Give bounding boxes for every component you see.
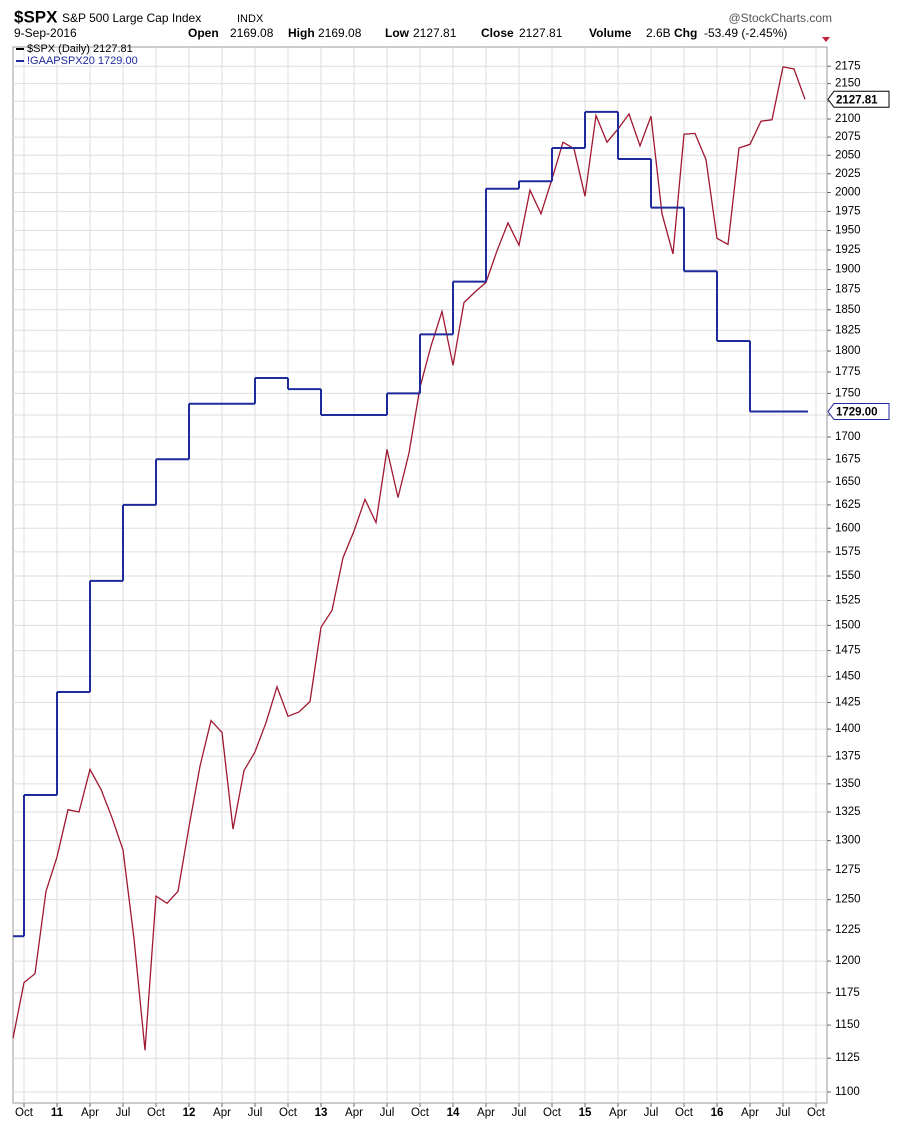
symbol: $SPX: [14, 7, 58, 26]
y-tick-label: 2000: [835, 186, 861, 198]
index-name: S&P 500 Large Cap Index: [62, 11, 201, 25]
x-tick-label: Apr: [81, 1107, 99, 1119]
last-value-label: 1729.00: [836, 407, 878, 419]
y-tick-label: 1825: [835, 324, 861, 336]
y-tick-label: 1700: [835, 431, 861, 443]
quote-label: Volume: [589, 26, 632, 40]
y-tick-label: 1550: [835, 570, 861, 582]
legend-label: $SPX (Daily) 2127.81: [27, 43, 133, 55]
y-tick-label: 1625: [835, 499, 861, 511]
x-tick-label: Apr: [609, 1107, 627, 1119]
x-tick-label: Apr: [477, 1107, 495, 1119]
y-tick-label: 1400: [835, 723, 861, 735]
legend-label: !GAAPSPX20 1729.00: [27, 55, 138, 67]
y-tick-label: 1650: [835, 476, 861, 488]
x-tick-label: Apr: [213, 1107, 231, 1119]
x-tick-label: 14: [447, 1107, 460, 1119]
x-tick-label: Jul: [248, 1107, 263, 1119]
x-tick-label: Jul: [116, 1107, 131, 1119]
quote-value: -53.49 (-2.45%): [704, 26, 787, 40]
y-tick-label: 1750: [835, 387, 861, 399]
y-tick-label: 2175: [835, 60, 861, 72]
y-tick-label: 1275: [835, 864, 861, 876]
brand: @StockCharts.com: [728, 11, 832, 25]
x-tick-label: 16: [711, 1107, 724, 1119]
y-tick-label: 1225: [835, 924, 861, 936]
y-tick-label: 1450: [835, 670, 861, 682]
x-tick-label: Oct: [15, 1107, 34, 1119]
y-tick-label: 1500: [835, 619, 861, 631]
x-tick-label: Oct: [147, 1107, 166, 1119]
last-value-tag: [827, 403, 890, 421]
y-tick-label: 1900: [835, 264, 861, 276]
quote-value: 2127.81: [413, 26, 457, 40]
y-tick-label: 1150: [835, 1019, 860, 1031]
x-tick-label: Jul: [644, 1107, 659, 1119]
y-tick-label: 1425: [835, 697, 861, 709]
x-tick-label: 15: [579, 1107, 592, 1119]
y-tick-label: 1125: [835, 1052, 860, 1064]
x-tick-label: Oct: [411, 1107, 430, 1119]
y-tick-label: 1475: [835, 645, 861, 657]
y-tick-label: 1250: [835, 894, 861, 906]
y-tick-label: 1525: [835, 594, 861, 606]
x-tick-label: 13: [315, 1107, 328, 1119]
down-arrow: [822, 37, 830, 42]
y-tick-label: 1675: [835, 453, 861, 465]
quote-label: Low: [385, 26, 410, 40]
y-tick-label: 1850: [835, 304, 861, 316]
x-tick-label: Apr: [345, 1107, 363, 1119]
y-tick-label: 1875: [835, 284, 861, 296]
y-tick-label: 1800: [835, 345, 861, 357]
quote-value: 2169.08: [318, 26, 362, 40]
x-tick-label: Jul: [380, 1107, 395, 1119]
y-tick-label: 1775: [835, 366, 861, 378]
y-tick-label: 1950: [835, 225, 861, 237]
quote-value: 2127.81: [519, 26, 563, 40]
y-tick-label: 1575: [835, 546, 861, 558]
x-tick-label: Apr: [741, 1107, 759, 1119]
x-tick-label: Oct: [675, 1107, 694, 1119]
y-tick-label: 1375: [835, 750, 861, 762]
y-tick-label: 1200: [835, 955, 861, 967]
y-tick-label: 1600: [835, 522, 861, 534]
quote-label: Open: [188, 26, 219, 40]
quote-label: Chg: [674, 26, 697, 40]
quote-label: High: [288, 26, 315, 40]
y-tick-label: 2150: [835, 78, 861, 90]
y-tick-label: 2050: [835, 149, 861, 161]
x-tick-label: Oct: [279, 1107, 298, 1119]
y-tick-label: 2025: [835, 168, 861, 180]
y-tick-label: 2075: [835, 131, 861, 143]
y-tick-label: 1175: [835, 987, 860, 999]
x-tick-label: 12: [183, 1107, 196, 1119]
y-tick-label: 1300: [835, 835, 861, 847]
y-tick-label: 1325: [835, 806, 861, 818]
quote-value: 2.6B: [646, 26, 671, 40]
y-tick-label: 1975: [835, 205, 861, 217]
y-tick-label: 2100: [835, 113, 861, 125]
last-value-tag: [827, 90, 890, 108]
x-tick-label: Jul: [512, 1107, 527, 1119]
quote-value: 2169.08: [230, 26, 274, 40]
y-tick-label: 1100: [835, 1086, 860, 1098]
x-tick-label: Jul: [776, 1107, 791, 1119]
y-tick-label: 1350: [835, 778, 861, 790]
date: 9-Sep-2016: [14, 26, 77, 40]
exchange: INDX: [237, 13, 264, 25]
x-tick-label: Oct: [807, 1107, 826, 1119]
x-tick-label: 11: [51, 1107, 64, 1119]
y-tick-label: 1925: [835, 244, 861, 256]
last-value-label: 2127.81: [836, 94, 878, 106]
quote-label: Close: [481, 26, 514, 40]
x-tick-label: Oct: [543, 1107, 562, 1119]
price-line: [12, 66, 806, 1051]
